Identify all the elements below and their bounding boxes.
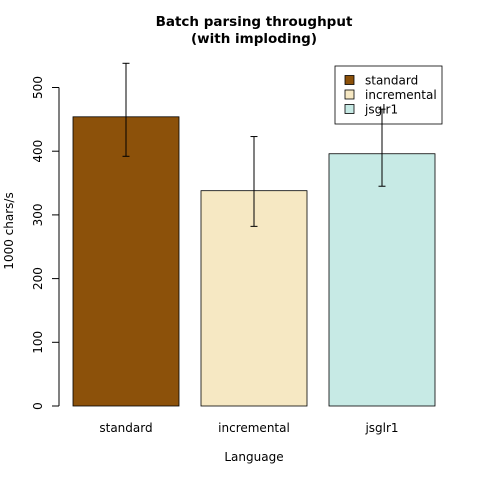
error-bar-standard bbox=[122, 62, 130, 157]
x-axis-label: Language bbox=[224, 450, 283, 464]
y-axis-label: 1000 chars/s bbox=[2, 192, 16, 269]
chart-title-line-2: (with imploding) bbox=[191, 31, 317, 47]
legend-label-standard: standard bbox=[365, 74, 418, 88]
y-tick-label: 300 bbox=[31, 203, 45, 226]
bar-standard bbox=[72, 116, 180, 407]
x-tick-labels: standard incremental jsglr1 bbox=[99, 421, 398, 435]
legend-swatch-standard bbox=[344, 75, 355, 85]
y-tick-label: 0 bbox=[31, 402, 45, 410]
error-bar-jsglr1 bbox=[378, 108, 386, 187]
x-tick-label-incremental: incremental bbox=[218, 421, 290, 435]
error-bar-incremental bbox=[250, 136, 258, 227]
y-tick-label: 500 bbox=[31, 76, 45, 99]
legend-swatch-incremental bbox=[344, 89, 355, 100]
legend-label-incremental: incremental bbox=[365, 88, 437, 102]
chart-title-line-1: Batch parsing throughput bbox=[156, 14, 353, 30]
y-axis: 0 100 200 300 400 500 bbox=[31, 76, 60, 410]
y-tick-label: 200 bbox=[31, 267, 45, 290]
y-tick-label: 100 bbox=[31, 331, 45, 354]
y-tick-label: 400 bbox=[31, 140, 45, 163]
x-tick-label-standard: standard bbox=[99, 421, 152, 435]
legend-swatch-jsglr1 bbox=[344, 104, 355, 114]
x-tick-label-jsglr1: jsglr1 bbox=[364, 421, 398, 435]
bar-jsglr1 bbox=[328, 153, 436, 407]
error-bars-group bbox=[122, 62, 386, 227]
